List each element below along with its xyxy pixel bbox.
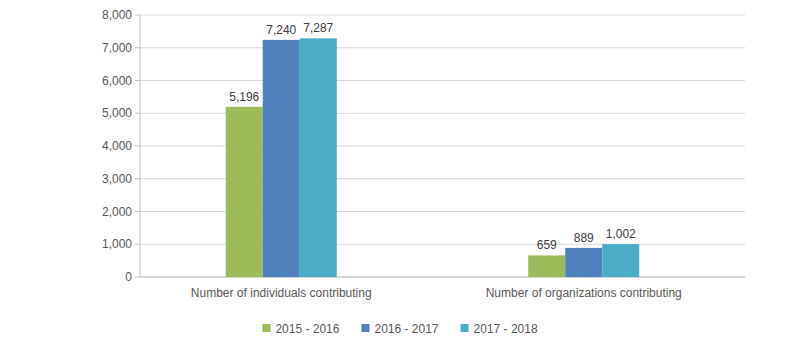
tick-mark — [135, 178, 140, 179]
grid-line — [140, 80, 745, 81]
tick-label: 7,000 — [102, 41, 132, 55]
y-axis — [140, 15, 141, 277]
tick-mark — [135, 15, 140, 16]
data-label: 1,002 — [606, 227, 636, 241]
bar — [226, 107, 263, 277]
tick-mark — [135, 146, 140, 147]
bar — [263, 40, 300, 277]
legend: 2015 - 2016 2016 - 2017 2017 - 2018 — [262, 322, 538, 336]
bar — [528, 255, 565, 277]
tick-label: 0 — [125, 270, 132, 284]
tick-mark — [135, 244, 140, 245]
tick-mark — [135, 80, 140, 81]
bar — [565, 248, 602, 277]
data-label: 7,240 — [266, 23, 296, 37]
tick-mark — [135, 113, 140, 114]
legend-swatch — [361, 324, 369, 332]
tick-mark — [135, 277, 140, 278]
category-label: Number of individuals contributing — [191, 286, 372, 300]
legend-swatch — [262, 324, 270, 332]
tick-mark — [135, 211, 140, 212]
grid-line — [140, 15, 745, 16]
tick-label: 2,000 — [102, 205, 132, 219]
data-labels: 5,196 7,240 7,287 659 889 1,002 — [229, 21, 636, 252]
bars — [226, 38, 640, 277]
tick-label: 6,000 — [102, 74, 132, 88]
tick-label: 5,000 — [102, 106, 132, 120]
legend-swatch — [461, 324, 469, 332]
legend-label: 2015 - 2016 — [275, 322, 339, 336]
chart: 0 1,000 2,000 3,000 4,000 5,000 6,000 7,000 8,00… — [0, 0, 800, 350]
tick-label: 3,000 — [102, 172, 132, 186]
tick-label: 8,000 — [102, 8, 132, 22]
bar — [300, 38, 337, 277]
grid-line — [140, 47, 745, 48]
data-label: 659 — [537, 238, 557, 252]
category-label: Number of organizations contributing — [486, 286, 682, 300]
data-label: 889 — [574, 231, 594, 245]
tick-label: 4,000 — [102, 139, 132, 153]
legend-label: 2016 - 2017 — [374, 322, 438, 336]
tick-mark — [135, 47, 140, 48]
data-label: 7,287 — [303, 21, 333, 35]
legend-label: 2017 - 2018 — [474, 322, 538, 336]
tick-label: 1,000 — [102, 237, 132, 251]
bar — [602, 244, 639, 277]
data-label: 5,196 — [229, 90, 259, 104]
grid — [135, 15, 745, 277]
